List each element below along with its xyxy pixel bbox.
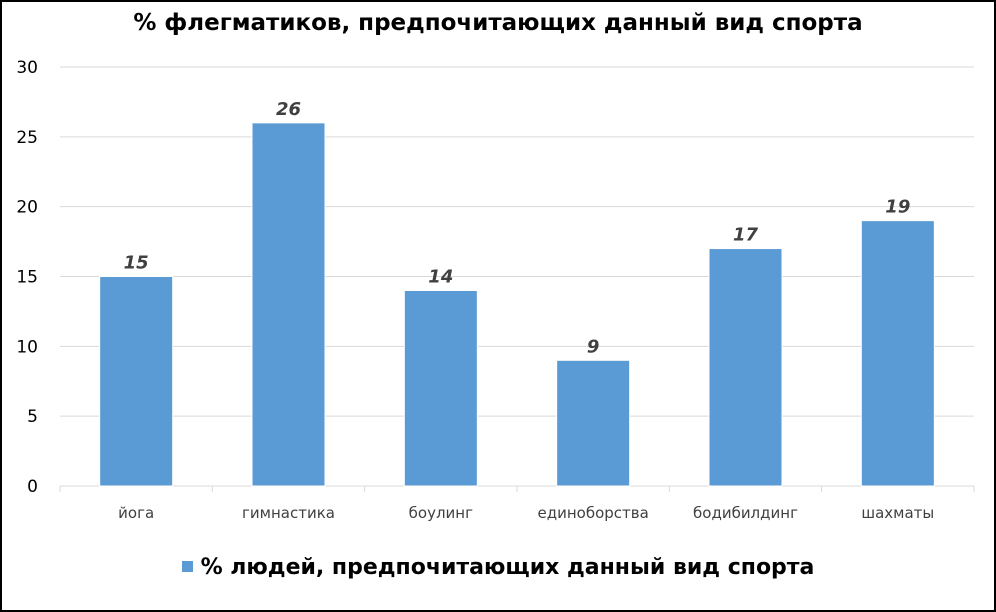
y-tick-label: 15: [16, 268, 38, 288]
y-tick-label: 30: [16, 58, 38, 78]
bar: [708, 248, 783, 487]
bar: [860, 220, 935, 487]
y-tick-label: 5: [27, 407, 38, 427]
x-tick-label: шахматы: [861, 504, 934, 522]
data-label: 26: [276, 99, 301, 120]
gridlines: [60, 66, 974, 417]
y-tick-label: 25: [16, 128, 38, 148]
y-axis: 0 5 10 15 20 25 30: [16, 58, 38, 497]
data-labels: 15 26 14 9 17 19: [124, 99, 911, 357]
x-tick-label: бодибилдинг: [693, 504, 798, 522]
y-tick-label: 10: [16, 337, 38, 357]
bar: [403, 289, 478, 487]
bar: [556, 359, 631, 487]
data-label: 19: [885, 197, 910, 218]
y-tick-label: 20: [16, 198, 38, 218]
chart-title: % флегматиков, предпочитающих данный вид…: [133, 10, 863, 36]
legend-label: % людей, предпочитающих данный вид спорт…: [200, 555, 815, 580]
data-label: 14: [428, 266, 453, 287]
y-tick-label: 0: [27, 477, 38, 497]
legend-swatch: [181, 561, 193, 572]
data-label: 15: [124, 253, 149, 274]
x-tick-label: гимнастика: [242, 504, 335, 522]
x-axis: йога гимнастика боулинг единоборства бодибил…: [59, 485, 975, 522]
data-label: 9: [587, 336, 600, 357]
x-tick-label: единоборства: [538, 504, 649, 522]
bar: [99, 276, 174, 487]
bar: [251, 122, 326, 487]
legend: % людей, предпочитающих данный вид спорт…: [2, 555, 994, 580]
bar-series: [99, 122, 935, 487]
x-tick-label: йога: [118, 504, 154, 522]
data-label: 17: [733, 225, 759, 246]
x-tick-label: боулинг: [409, 504, 473, 522]
